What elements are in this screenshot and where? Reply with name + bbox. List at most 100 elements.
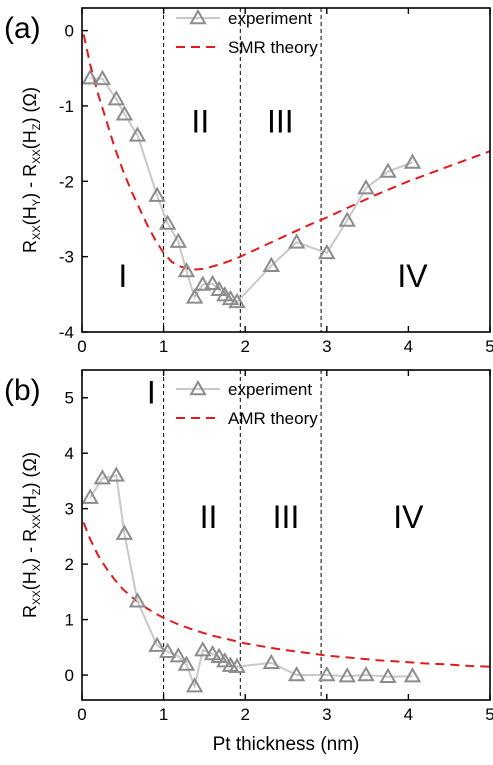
y-axis-label-part: Z: [31, 488, 43, 495]
experiment-point: [107, 466, 125, 482]
panel-label: (a): [4, 12, 41, 45]
region-label: IV: [397, 258, 428, 294]
experiment-point: [185, 288, 204, 304]
y-axis-label-part: ) - R: [20, 529, 40, 564]
experiment-point: [379, 162, 397, 178]
y-tick-label: 3: [65, 500, 74, 519]
y-axis-label-part: R: [20, 240, 40, 253]
region-label: IV: [393, 499, 424, 535]
legend-experiment-marker: [189, 379, 207, 396]
experiment-point: [194, 641, 212, 657]
region-label: II: [191, 103, 209, 139]
experiment-line: [90, 77, 413, 304]
experiment-point: [81, 69, 99, 85]
y-axis-label-part: XX: [31, 149, 43, 164]
experiment-point: [338, 667, 356, 683]
experiment-point: [221, 289, 240, 306]
y-tick-label: -2: [59, 172, 74, 191]
region-label: I: [118, 258, 127, 294]
experiment-point: [318, 666, 336, 682]
y-axis-label-part: XX: [31, 590, 43, 605]
experiment-point: [177, 655, 196, 671]
x-tick-label: 4: [404, 705, 413, 724]
experiment-point: [357, 666, 375, 682]
legend-experiment-label: experiment: [228, 9, 312, 28]
experiment-point: [210, 647, 228, 663]
experiment-point: [287, 666, 306, 682]
y-tick-label: 5: [65, 389, 74, 408]
experiment-point: [318, 243, 336, 260]
experiment-point: [128, 592, 147, 608]
y-tick-label: 1: [65, 611, 74, 630]
y-axis-label-part: Z: [31, 123, 43, 130]
x-axis-label: Pt thickness (nm): [213, 734, 360, 755]
y-tick-label: 2: [65, 555, 74, 574]
y-axis-label: RXX(HX) - RXX(HZ) (Ω): [20, 452, 43, 618]
y-axis-label-part: ) (Ω): [20, 452, 40, 488]
experiment-point: [287, 233, 306, 249]
experiment-point: [93, 69, 112, 86]
experiment-point: [357, 179, 375, 195]
experiment-point: [228, 292, 246, 309]
x-tick-label: 1: [159, 705, 168, 724]
theory-curve: [82, 34, 491, 271]
legend-theory-label: SMR theory: [228, 38, 318, 57]
experiment-point: [203, 274, 222, 291]
y-tick-label: -3: [59, 248, 74, 267]
experiment-point: [210, 280, 228, 297]
experiment-point: [115, 105, 134, 121]
x-tick-label: 2: [240, 705, 249, 724]
x-tick-label: 0: [77, 705, 86, 724]
y-tick-label: 0: [65, 22, 74, 41]
experiment-point: [81, 488, 99, 504]
y-axis-label-part: ) (Ω): [20, 87, 40, 123]
x-tick-label: 5: [485, 705, 493, 724]
y-tick-label: 0: [65, 666, 74, 685]
y-axis-label: RXX(HY) - RXX(HZ) (Ω): [20, 87, 43, 253]
experiment-point: [228, 657, 246, 673]
experiment-point: [403, 667, 422, 683]
experiment-line: [89, 474, 413, 690]
experiment-point: [185, 677, 204, 693]
experiment-point: [148, 186, 166, 202]
plot-frame: [81, 369, 491, 701]
experiment-point: [262, 256, 281, 272]
experiment-point: [216, 652, 234, 668]
experiment-point: [107, 90, 125, 106]
experiment-point: [128, 126, 147, 142]
experiment-point: [169, 647, 188, 663]
region-label: II: [200, 499, 218, 535]
experiment-point: [148, 636, 166, 652]
x-tick-label: 5: [485, 337, 493, 356]
y-axis-label-part: ) - R: [20, 164, 40, 199]
y-axis-label-part: (H: [20, 206, 40, 225]
experiment-point: [403, 153, 422, 169]
plot-frame: [81, 7, 491, 333]
y-axis-label-part: (H: [20, 495, 40, 514]
y-tick-label: 4: [65, 444, 74, 463]
x-tick-label: 2: [240, 337, 249, 356]
y-axis-label-part: R: [20, 605, 40, 618]
panel-label: (b): [4, 374, 41, 407]
region-label: I: [147, 374, 156, 410]
legend-theory-label: AMR theory: [228, 409, 318, 428]
experiment-point: [262, 653, 281, 670]
y-axis-label-part: XX: [31, 514, 43, 529]
experiment-point: [115, 524, 134, 540]
x-tick-label: 4: [404, 337, 413, 356]
x-tick-label: 3: [322, 337, 331, 356]
y-axis-label-part: (H: [20, 130, 40, 149]
experiment-point: [93, 469, 112, 485]
experiment-point: [169, 232, 188, 248]
x-tick-label: 1: [159, 337, 168, 356]
y-axis-label-part: (H: [20, 571, 40, 590]
y-tick-label: -4: [59, 323, 74, 342]
experiment-point: [158, 642, 177, 658]
y-axis-label-part: Y: [31, 198, 43, 206]
experiment-point: [177, 261, 196, 278]
experiment-point: [158, 214, 177, 230]
y-axis-label-part: X: [31, 563, 43, 571]
region-label: III: [267, 103, 294, 139]
y-tick-label: -1: [59, 97, 74, 116]
